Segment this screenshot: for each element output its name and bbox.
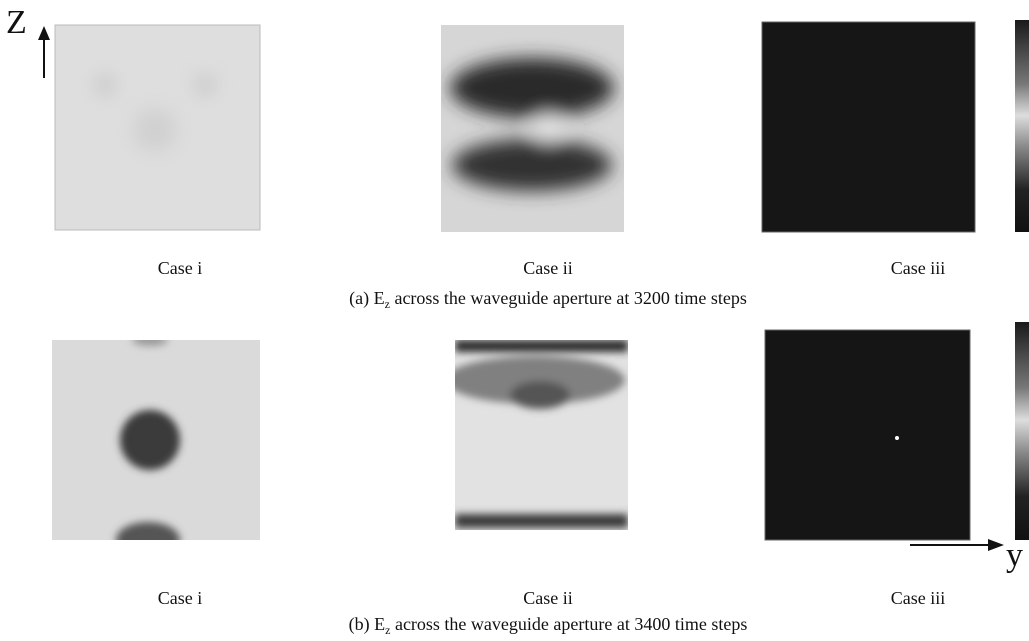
row-caption: (b) Ez across the waveguide aperture at … — [349, 614, 748, 636]
panel-a-case-iii — [762, 22, 975, 232]
z-label: Z — [6, 4, 27, 41]
case-caption: Case ii — [523, 588, 573, 608]
caption-suffix: across the waveguide aperture at 3200 ti… — [390, 288, 747, 308]
panel-a-case-ii — [441, 25, 624, 232]
caption-prefix: (b) E — [349, 614, 385, 635]
panel-a-case-i — [55, 25, 260, 230]
figure: Z y — [0, 0, 1029, 636]
case-caption: Case iii — [891, 588, 946, 608]
case-caption: Case i — [158, 588, 203, 608]
caption-suffix: across the waveguide aperture at 3400 ti… — [390, 614, 747, 634]
panel-b-case-i — [52, 334, 260, 558]
case-caption: Case ii — [523, 258, 573, 278]
z-axis: Z — [6, 4, 50, 78]
row-caption: (a) Ez across the waveguide aperture at … — [349, 288, 747, 311]
y-label: y — [1006, 537, 1023, 574]
colorbar-a — [1015, 20, 1029, 232]
case-caption: Case i — [158, 258, 203, 278]
panel-b-case-iii — [765, 330, 970, 540]
case-caption: Case iii — [891, 258, 946, 278]
panel-b-case-ii — [445, 340, 628, 530]
caption-prefix: (a) E — [349, 288, 384, 309]
colorbar-b — [1015, 322, 1029, 540]
y-axis: y — [910, 537, 1023, 574]
